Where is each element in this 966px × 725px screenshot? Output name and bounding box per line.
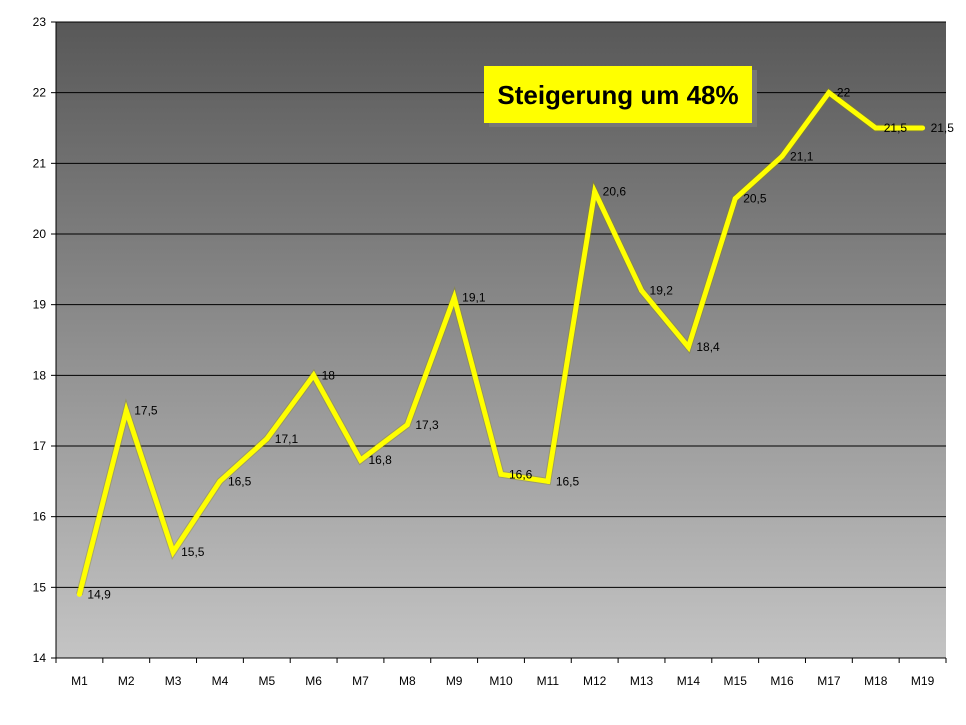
data-point [685, 344, 691, 350]
x-tick-label: M5 [258, 674, 275, 688]
y-tick-label: 18 [33, 368, 47, 382]
x-axis-ticks: M1 M2 M3 M4 M5 M6 M7 M8 M9 M10 M11 M12 M13 M14 M15 M16 M… [55, 658, 947, 688]
data-point [826, 90, 832, 96]
data-label: 20,5 [743, 192, 767, 206]
x-tick-label: M3 [165, 674, 182, 688]
x-tick-label: M19 [911, 674, 935, 688]
x-tick-label: M7 [352, 674, 369, 688]
data-label: 21,1 [790, 149, 814, 163]
data-label: 21,5 [884, 121, 908, 135]
data-point [545, 478, 551, 484]
y-tick-label: 23 [33, 15, 47, 29]
x-tick-label: M13 [630, 674, 654, 688]
data-label: 19,1 [462, 291, 486, 305]
x-tick-label: M1 [71, 674, 88, 688]
data-point [123, 408, 129, 414]
data-point [779, 153, 785, 159]
gridlines [56, 21, 946, 588]
x-tick-label: M15 [724, 674, 748, 688]
data-point [357, 457, 363, 463]
data-point [76, 591, 82, 597]
data-label: 19,2 [650, 284, 674, 298]
annotation-box [484, 66, 752, 123]
data-label: 16,8 [368, 453, 392, 467]
data-label: 17,1 [275, 432, 299, 446]
x-tick-label: M9 [446, 674, 463, 688]
x-tick-label: M4 [212, 674, 229, 688]
data-label: 18 [322, 368, 336, 382]
data-point [217, 478, 223, 484]
x-tick-label: M14 [677, 674, 701, 688]
data-label: 16,5 [228, 474, 252, 488]
data-point [170, 549, 176, 555]
y-tick-label: 20 [33, 227, 47, 241]
annotation-banner: Steigerung um 48% [484, 66, 757, 127]
data-label: 17,3 [415, 418, 439, 432]
data-point [639, 288, 645, 294]
y-tick-label: 19 [33, 298, 47, 312]
data-label: 18,4 [696, 340, 720, 354]
data-labels: 14,9 17,5 15,5 16,5 17,1 18 16,8 17,3 19,1 16,6 16… [87, 86, 954, 602]
data-label: 22 [837, 86, 851, 100]
data-label: 15,5 [181, 545, 205, 559]
x-tick-label: M8 [399, 674, 416, 688]
data-point [592, 189, 598, 195]
x-tick-label: M6 [305, 674, 322, 688]
y-tick-label: 17 [33, 439, 47, 453]
y-tick-label: 14 [33, 651, 47, 665]
data-label: 17,5 [134, 404, 158, 418]
data-label: 21,5 [931, 121, 955, 135]
annotation-text: Steigerung um 48% [497, 80, 738, 110]
y-tick-label: 21 [33, 156, 47, 170]
x-tick-label: M11 [537, 674, 560, 688]
x-tick-label: M12 [583, 674, 607, 688]
data-label: 14,9 [87, 587, 111, 601]
data-label: 20,6 [603, 185, 627, 199]
data-point [873, 125, 879, 131]
data-point [264, 436, 270, 442]
x-tick-label: M16 [770, 674, 794, 688]
y-tick-label: 16 [33, 510, 47, 524]
data-point [732, 196, 738, 202]
data-point [498, 471, 504, 477]
plot-area [56, 22, 946, 658]
x-tick-label: M2 [118, 674, 135, 688]
x-tick-label: M17 [817, 674, 841, 688]
y-tick-label: 15 [33, 580, 47, 594]
y-tick-label: 22 [33, 86, 47, 100]
data-point [920, 125, 926, 131]
x-tick-label: M18 [864, 674, 888, 688]
data-label: 16,5 [556, 474, 580, 488]
data-point [311, 372, 317, 378]
series-line-group [76, 87, 926, 597]
data-point [404, 422, 410, 428]
x-tick-label: M10 [489, 674, 513, 688]
y-axis-ticks: 14 15 16 17 18 19 20 21 22 23 [33, 15, 56, 665]
data-label: 16,6 [509, 467, 533, 481]
data-point [451, 295, 457, 301]
